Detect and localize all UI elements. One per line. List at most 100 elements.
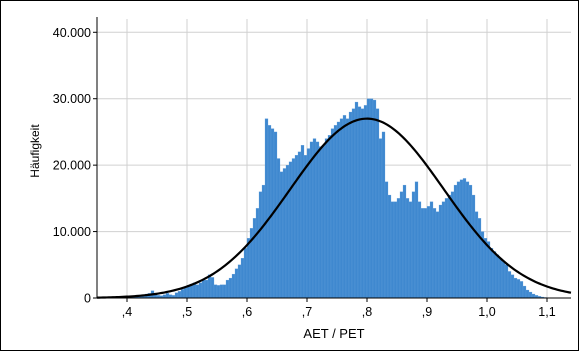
histogram-bar: [472, 195, 475, 298]
histogram-bar: [493, 252, 496, 299]
x-tick-label: 1,1: [538, 305, 555, 319]
histogram-bar: [235, 269, 238, 298]
histogram-bar: [511, 275, 514, 298]
histogram-bar: [247, 238, 250, 298]
histogram-bar: [502, 261, 505, 298]
histogram-bar: [220, 285, 223, 298]
histogram-bar: [442, 202, 445, 298]
histogram-bar: [253, 218, 256, 298]
histogram-bar: [211, 277, 214, 298]
x-tick-label: ,4: [122, 305, 132, 319]
histogram-bar: [523, 286, 526, 298]
histogram-bar: [205, 280, 208, 298]
histogram-bar: [301, 145, 304, 298]
x-tick-label: 1,0: [478, 305, 495, 319]
histogram-bar: [256, 208, 259, 298]
histogram-bar: [310, 142, 313, 298]
histogram-bar: [322, 145, 325, 298]
histogram-bar: [475, 212, 478, 298]
histogram-bar: [379, 139, 382, 298]
histogram-bar: [517, 279, 520, 298]
histogram-bars: [103, 99, 553, 298]
histogram-bar: [439, 205, 442, 298]
histogram-bar: [487, 242, 490, 298]
histogram-bar: [232, 274, 235, 298]
histogram-bar: [469, 185, 472, 298]
y-tick-label: 20.000: [53, 159, 91, 173]
histogram-bar: [529, 292, 532, 298]
histogram-bar: [295, 155, 298, 298]
histogram-bar: [367, 99, 370, 298]
histogram-bar: [412, 192, 415, 298]
histogram-bar: [532, 294, 535, 298]
histogram-bar: [406, 198, 409, 298]
y-tick-label: 0: [84, 292, 91, 306]
histogram-bar: [274, 132, 277, 298]
histogram-bar: [508, 271, 511, 298]
histogram-bar: [283, 168, 286, 298]
histogram-bar: [334, 125, 337, 298]
histogram-bar: [217, 285, 220, 298]
histogram-bar: [424, 208, 427, 298]
histogram-bar: [241, 258, 244, 298]
x-tick-label: ,7: [302, 305, 312, 319]
histogram-bar: [343, 115, 346, 298]
histogram-bar: [463, 178, 466, 298]
histogram-bar: [346, 119, 349, 298]
x-tick-label: ,5: [182, 305, 192, 319]
histogram-bar: [238, 265, 241, 298]
y-tick-label: 10.000: [53, 225, 91, 239]
histogram-bar: [226, 280, 229, 298]
histogram-bar: [391, 202, 394, 298]
histogram-bar: [427, 206, 430, 298]
histogram-bar: [331, 129, 334, 298]
histogram-bar: [382, 132, 385, 298]
histogram-bar: [319, 147, 322, 298]
histogram-bar: [364, 105, 367, 298]
histogram-bar: [337, 122, 340, 298]
histogram-bar: [280, 172, 283, 298]
x-tick-label: ,6: [242, 305, 252, 319]
histogram-bar: [460, 180, 463, 298]
histogram-bar: [478, 218, 481, 298]
x-tick-label: ,8: [362, 305, 372, 319]
histogram-bar: [448, 195, 451, 298]
histogram-bar: [166, 293, 169, 298]
histogram-bar: [514, 278, 517, 298]
histogram-bar: [181, 289, 184, 298]
histogram-bar: [415, 182, 418, 298]
histogram-bar: [313, 139, 316, 298]
histogram-bar: [490, 248, 493, 298]
histogram-bar: [433, 208, 436, 298]
histogram-bar: [277, 159, 280, 299]
histogram-bar: [268, 125, 271, 298]
histogram-bar: [457, 182, 460, 298]
histogram-bar: [466, 182, 469, 298]
histogram-bar: [292, 159, 295, 299]
histogram-bar: [202, 280, 205, 298]
histogram-bar: [430, 202, 433, 298]
histogram-bar: [394, 202, 397, 298]
histogram-bar: [328, 135, 331, 298]
histogram-bar: [385, 182, 388, 298]
histogram-bar: [265, 119, 268, 298]
y-axis-label: Häufigkeit: [28, 124, 42, 178]
histogram-bar: [421, 208, 424, 298]
histogram-bar: [286, 165, 289, 298]
histogram-bar: [349, 112, 352, 298]
y-tick-label: 30.000: [53, 92, 91, 106]
histogram-bar: [358, 107, 361, 298]
histogram-bar: [526, 290, 529, 298]
histogram-bar: [388, 195, 391, 298]
histogram-bar: [178, 291, 181, 298]
histogram-bar: [403, 185, 406, 298]
histogram-bar: [307, 149, 310, 298]
histogram-bar: [196, 285, 199, 298]
histogram-bar: [259, 192, 262, 298]
histogram-bar: [199, 283, 202, 298]
histogram-bar: [520, 281, 523, 298]
